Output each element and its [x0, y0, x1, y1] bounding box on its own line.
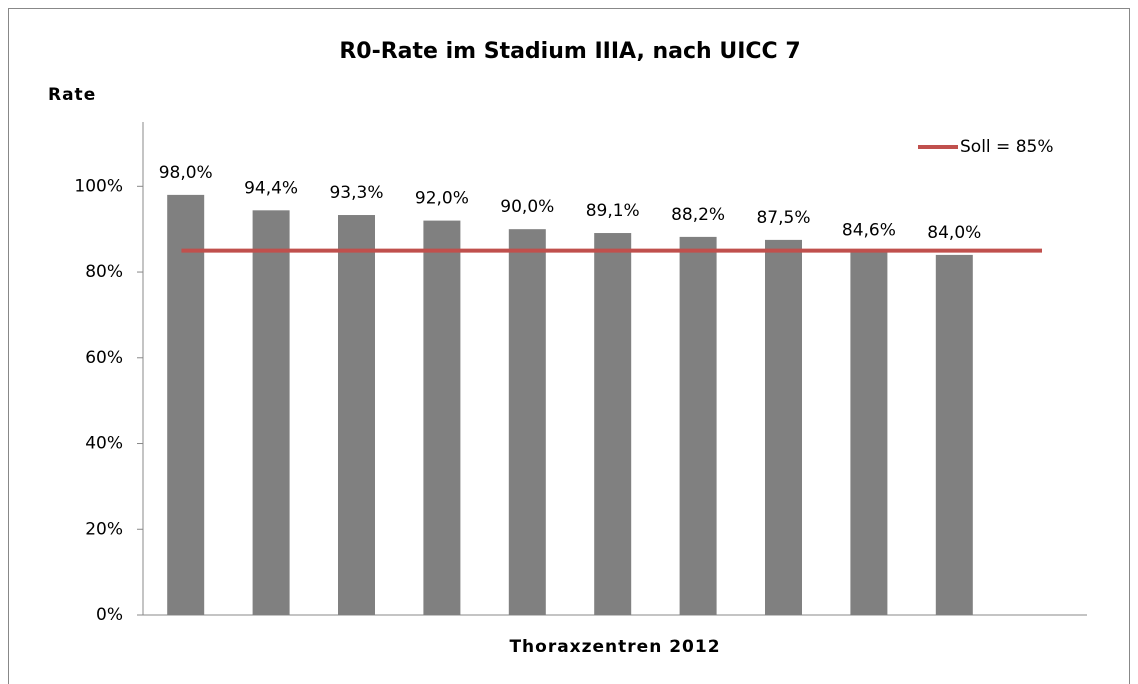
bar: [167, 194, 205, 615]
bar: [679, 236, 717, 615]
data-label: 90,0%: [500, 197, 554, 217]
data-label: 94,4%: [244, 178, 298, 198]
data-label: 87,5%: [756, 208, 810, 228]
bar: [423, 220, 461, 615]
y-tick-label: 20%: [85, 519, 123, 539]
x-axis-title: Thoraxzentren 2012: [509, 637, 720, 657]
bar: [508, 229, 546, 615]
chart-frame: [8, 8, 1130, 684]
data-label: 84,0%: [927, 223, 981, 243]
data-label: 92,0%: [415, 189, 469, 209]
data-label: 98,0%: [159, 163, 213, 183]
bar: [594, 233, 632, 616]
data-label: 84,6%: [842, 220, 896, 240]
chart-title: R0-Rate im Stadium IIIA, nach UICC 7: [339, 39, 800, 64]
y-tick-label: 80%: [85, 262, 123, 282]
bar: [338, 215, 375, 615]
y-tick-label: 100%: [74, 176, 123, 196]
bar: [252, 210, 290, 615]
bar: [935, 254, 973, 616]
bar: [850, 252, 888, 615]
data-label: 88,2%: [671, 205, 725, 225]
y-tick-label: 60%: [85, 348, 123, 368]
data-label: 93,3%: [329, 183, 383, 203]
data-label: 89,1%: [586, 201, 640, 221]
y-tick-label: 40%: [85, 434, 123, 454]
y-tick-label: 0%: [96, 605, 123, 625]
bar: [765, 239, 802, 616]
legend-label: Soll = 85%: [960, 137, 1053, 157]
y-axis-title: Rate: [48, 85, 96, 105]
